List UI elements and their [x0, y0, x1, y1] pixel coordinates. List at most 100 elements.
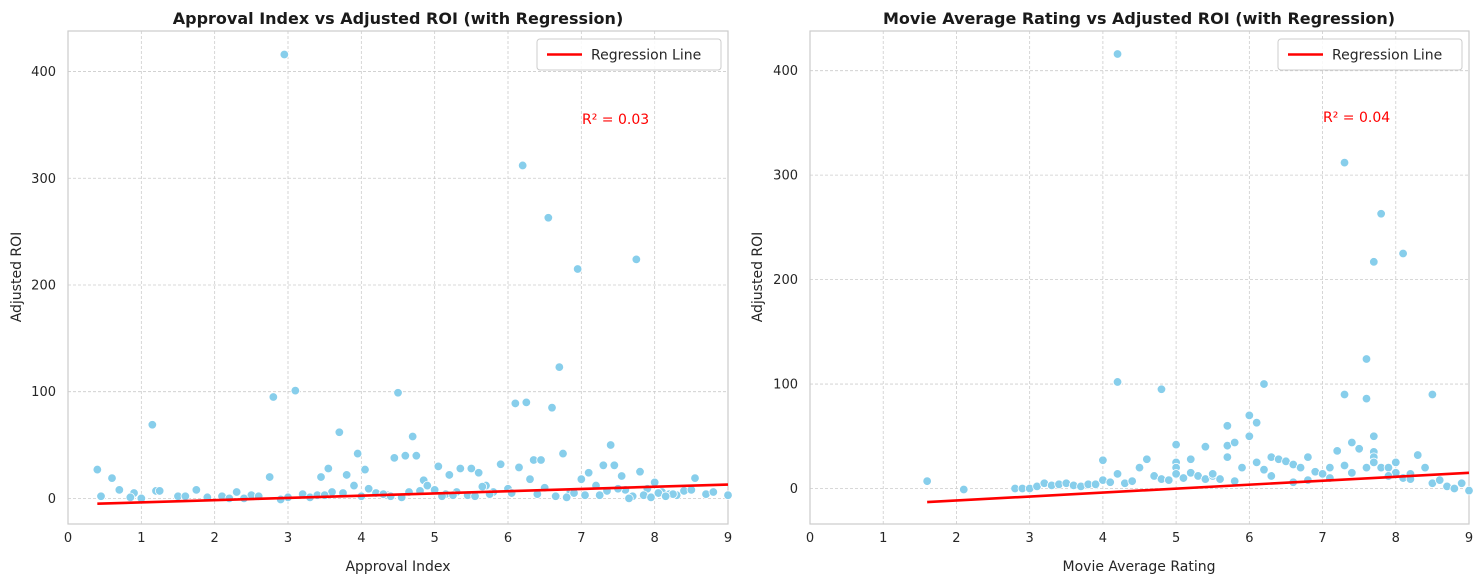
data-point: [624, 493, 634, 504]
legend: Regression Line: [1277, 38, 1463, 71]
data-point: [1178, 473, 1189, 483]
data-point: [543, 213, 554, 223]
data-point: [1391, 457, 1401, 468]
data-point: [125, 492, 136, 503]
data-point: [1244, 410, 1255, 421]
data-point: [1361, 393, 1372, 404]
data-point: [605, 440, 616, 450]
data-point: [147, 420, 158, 430]
x-tick-label: 9: [724, 531, 732, 546]
y-tick-label: 0: [790, 482, 798, 497]
data-point: [922, 476, 932, 486]
data-point: [554, 362, 565, 372]
legend-box: [536, 38, 722, 71]
data-point: [510, 398, 521, 409]
data-point: [1325, 462, 1335, 473]
grid: [809, 31, 1470, 524]
data-point: [1383, 462, 1394, 473]
data-point: [389, 453, 400, 463]
legend: Regression Line: [536, 38, 722, 71]
data-point: [550, 491, 561, 501]
data-point: [1266, 471, 1277, 481]
movie-rating-chart: 0 1 2 3 4 5 6 7 8 9 0 100 200 300 400 Movie Average R…: [750, 9, 1474, 575]
data-point: [1222, 421, 1233, 431]
data-point: [1186, 454, 1196, 464]
data-point: [1105, 477, 1115, 487]
data-point: [264, 472, 275, 482]
data-point: [411, 451, 422, 461]
data-point: [1332, 446, 1342, 456]
y-tick-label: 0: [48, 492, 56, 507]
data-point: [455, 463, 466, 474]
data-point: [580, 490, 590, 500]
data-point: [319, 490, 330, 500]
data-point: [290, 385, 301, 396]
data-point: [1244, 431, 1255, 441]
y-tick-label: 300: [773, 169, 798, 184]
x-tick-label: 3: [1026, 531, 1034, 546]
y-axis-label: Adjusted ROI: [9, 232, 25, 323]
data-point: [1251, 457, 1262, 468]
data-point: [547, 402, 557, 413]
data-point: [1229, 437, 1240, 448]
x-tick-label: 2: [952, 531, 960, 546]
data-point: [393, 388, 403, 398]
x-tick-label: 5: [431, 531, 439, 546]
chart-title: Movie Average Rating vs Adjusted ROI (wi…: [883, 9, 1395, 28]
chart-title: Approval Index vs Adjusted ROI (with Reg…: [173, 9, 624, 28]
data-point: [1208, 469, 1218, 479]
data-point: [1347, 437, 1357, 448]
data-point: [352, 448, 363, 459]
data-point: [1303, 452, 1313, 462]
data-point: [558, 448, 568, 459]
data-point: [576, 474, 587, 484]
data-point: [1215, 474, 1225, 484]
data-point: [180, 491, 191, 501]
legend-label: Regression Line: [1332, 48, 1442, 64]
data-point: [1222, 452, 1233, 462]
regression-line: [927, 471, 1470, 504]
x-tick-label: 7: [1318, 531, 1326, 546]
scatter-points: [92, 49, 733, 505]
x-tick-label: 0: [806, 531, 814, 546]
data-point: [1171, 469, 1181, 479]
data-point: [1251, 417, 1262, 428]
data-point: [723, 490, 733, 500]
data-point: [349, 480, 359, 491]
data-point: [360, 464, 370, 475]
data-point: [1413, 450, 1423, 460]
legend-box: [1277, 38, 1463, 71]
data-point: [594, 490, 605, 500]
data-point: [279, 49, 290, 60]
data-point: [514, 462, 524, 473]
data-point: [517, 160, 528, 171]
data-point: [1354, 444, 1364, 454]
data-point: [1420, 462, 1430, 473]
data-point: [1369, 431, 1379, 441]
x-axis-label: Approval Index: [345, 559, 450, 575]
data-point: [1317, 469, 1328, 479]
data-point: [92, 464, 103, 475]
data-point: [959, 484, 969, 495]
data-point: [363, 484, 374, 494]
approval-index-chart: 0 1 2 3 4 5 6 7 8 9 0 100 200 300 400 Approval Index …: [9, 9, 733, 575]
data-point: [1295, 462, 1306, 473]
y-tick-labels: 0 100 200 300 400: [773, 64, 798, 497]
data-point: [444, 470, 455, 480]
y-tick-labels: 0 100 200 300 400: [31, 65, 56, 507]
data-point: [1435, 475, 1445, 485]
data-point: [536, 455, 546, 465]
data-point: [1090, 479, 1101, 490]
x-tick-label: 4: [1099, 531, 1107, 546]
data-point: [1237, 462, 1247, 473]
data-point: [631, 254, 642, 265]
data-point: [1142, 454, 1152, 464]
data-point: [521, 397, 532, 408]
r-squared-annotation: R² = 0.03: [582, 112, 649, 128]
y-tick-label: 200: [31, 278, 56, 293]
data-point: [407, 431, 418, 442]
data-point: [1456, 478, 1467, 488]
data-point: [1339, 389, 1350, 400]
data-point: [1449, 483, 1460, 494]
y-axis-label: Adjusted ROI: [750, 232, 766, 323]
